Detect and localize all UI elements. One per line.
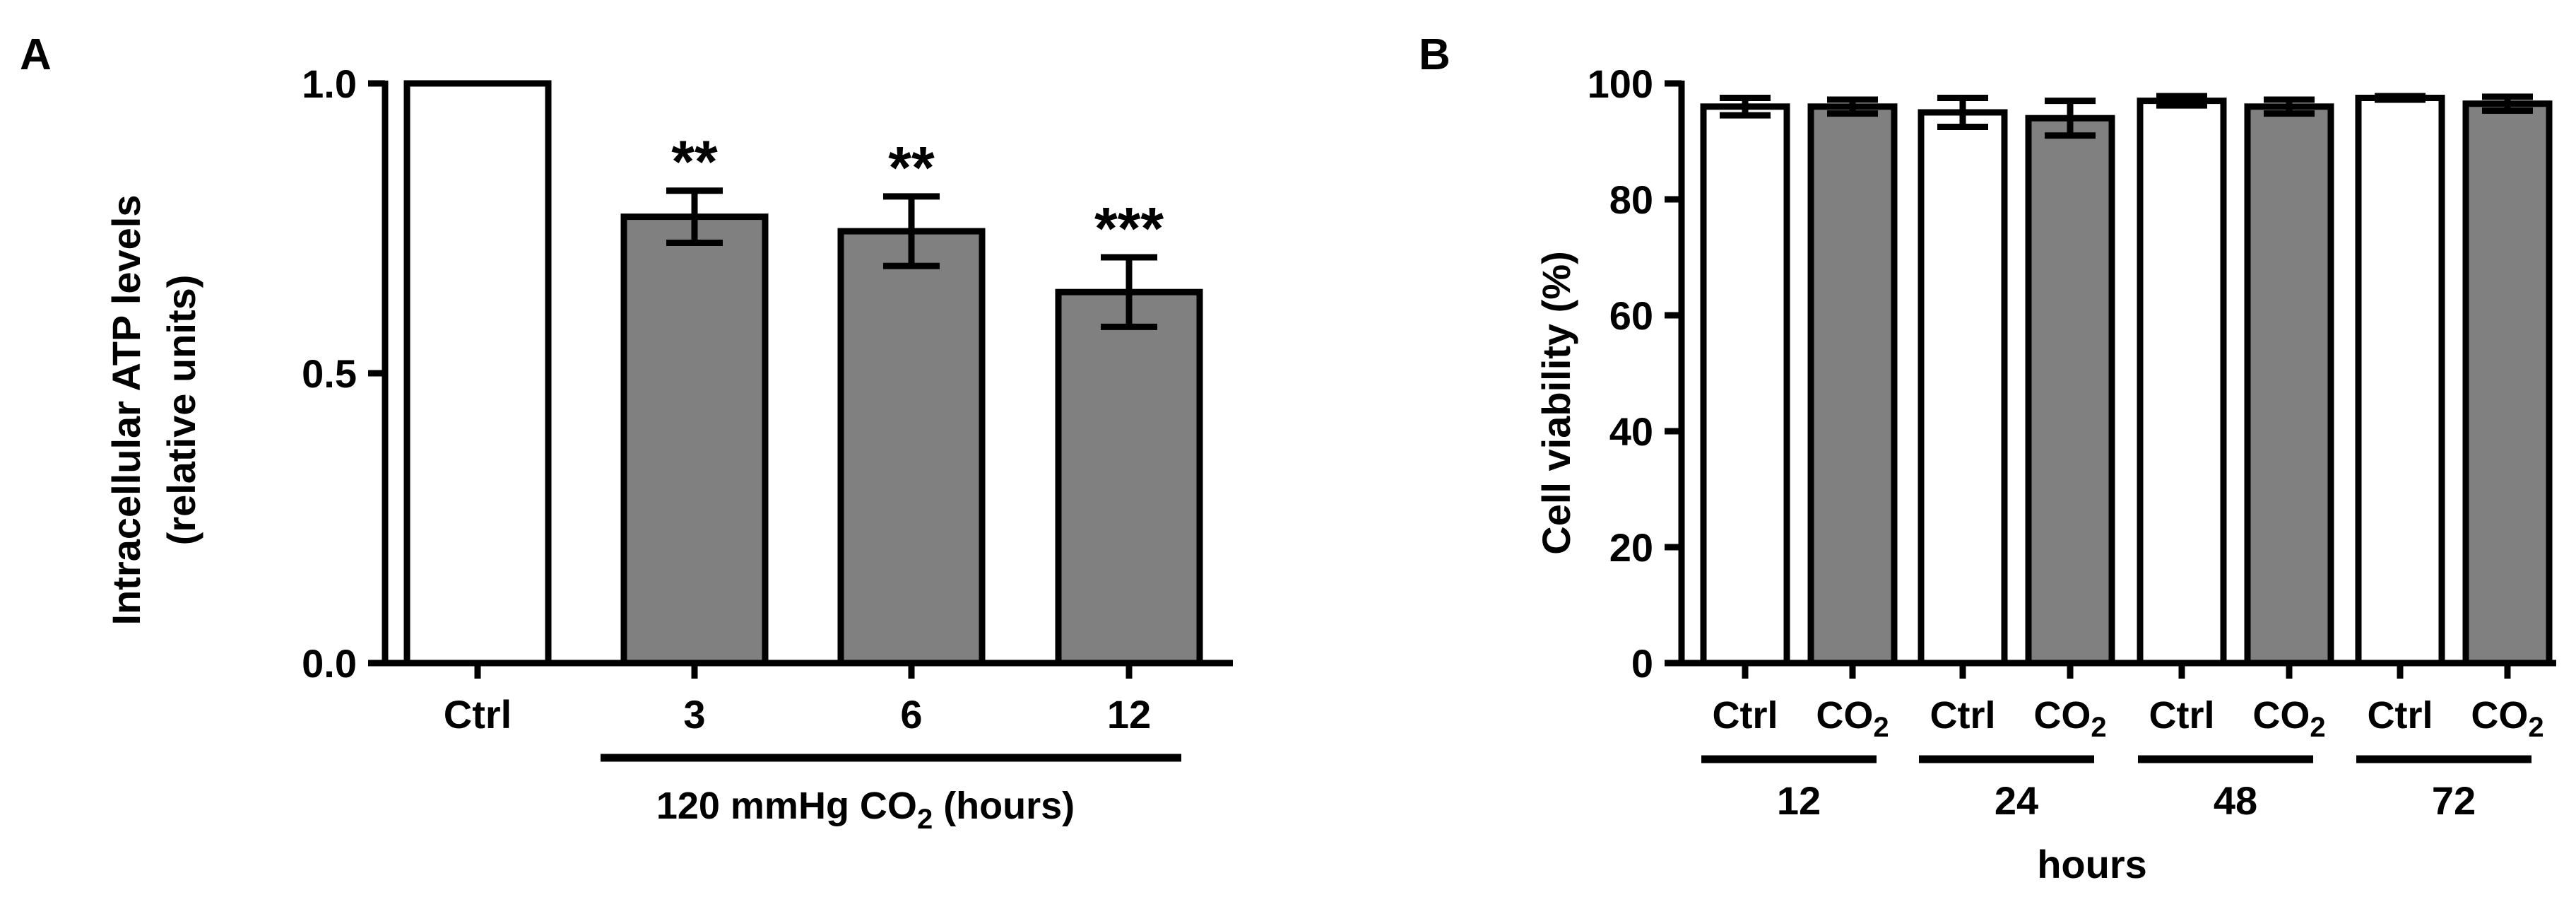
panel-a-error-bar xyxy=(1101,254,1157,330)
panel-b-xlabel: hours xyxy=(2037,842,2147,886)
panel-b-group-label: 24 xyxy=(1995,778,2038,823)
panel-b-group-labels: 12 24 48 72 xyxy=(1701,755,2531,823)
panel-b-ytick-label: 100 xyxy=(1588,62,1653,106)
panel-a-plot-area: ** ***** xyxy=(368,80,1233,679)
panel-b-ctrl-label: Ctrl xyxy=(2149,694,2215,737)
panel-a-ytick-label: 1.0 xyxy=(302,62,357,106)
panel-b-error-bar xyxy=(1827,96,1878,117)
panel-a-bar xyxy=(1055,288,1203,667)
panel-a-category-label: 3 xyxy=(683,692,705,737)
panel-b-error-bar xyxy=(1720,95,1771,119)
panel-a-x-tick-labels: Ctrl 3 6 12 xyxy=(444,692,1151,737)
panel-a-bar xyxy=(837,228,986,667)
panel-b-ctrl-label: Ctrl xyxy=(2368,694,2433,737)
panel-b-co2-label: CO2 xyxy=(2252,694,2325,743)
panel-b-plot-area xyxy=(1665,80,2556,679)
panel-b-error-bar xyxy=(2045,98,2096,139)
panel-b-ctrl-bar xyxy=(1700,103,1790,667)
panel-b-co2-bar xyxy=(2462,100,2553,667)
panel-b-ctrl-label: Ctrl xyxy=(1930,694,1996,737)
panel-b-ytick-label: 60 xyxy=(1609,293,1653,338)
panel-b-ctrl-bar xyxy=(2355,95,2445,667)
panel-a-error-bar xyxy=(883,193,940,269)
panel-b-co2-bar xyxy=(1807,103,1898,667)
panel-b-x-tick-labels: Ctrl Ctrl Ctrl Ctrl CO2 CO2 CO2 CO2 xyxy=(1713,694,2544,743)
panel-b-error-bar xyxy=(2482,93,2533,115)
panel-b-ytick-label: 40 xyxy=(1609,409,1653,454)
panel-a-ylabel-line1: Intracellular ATP levels xyxy=(104,194,148,625)
panel-a-bar xyxy=(620,213,769,667)
panel-a-ytick-label: 0.0 xyxy=(302,641,357,686)
panel-b-group-label: 12 xyxy=(1777,778,1821,823)
panel-a-ylabel-line2: (relative units) xyxy=(159,275,203,546)
panel-b-ytick-label: 20 xyxy=(1609,525,1653,570)
panel-b-co2-label: CO2 xyxy=(2471,694,2543,743)
panel-a-ytick-label: 0.5 xyxy=(302,351,357,396)
panel-b-error-bar xyxy=(1937,95,1988,130)
panel-a-category-label: Ctrl xyxy=(444,692,512,737)
panel-a-category-label: 6 xyxy=(900,692,922,737)
panel-b-error-bar xyxy=(2375,93,2426,103)
panel-a-bar xyxy=(403,80,552,667)
panel-b-co2-label: CO2 xyxy=(1816,694,1889,743)
panel-a-group-label: 120 mmHg CO2 (hours) xyxy=(656,785,1075,835)
panel-b-group-label: 48 xyxy=(2214,778,2257,823)
panel-b-co2-label: CO2 xyxy=(2033,694,2106,743)
panel-b-ctrl-bar xyxy=(2137,98,2227,667)
panel-a-error-bar xyxy=(666,187,723,246)
panel-b-label: B xyxy=(1419,30,1451,79)
panel-b-co2-bar xyxy=(2025,115,2115,667)
panel-b-error-bar xyxy=(2264,96,2315,117)
panel-a-significance-label: *** xyxy=(1094,195,1164,262)
panel-a-ytick-labels: 0.0 0.5 1.0 xyxy=(302,62,357,686)
panel-a: A Intracellular ATP levels (relative uni… xyxy=(20,30,1233,835)
panel-b-group-label: 72 xyxy=(2432,778,2476,823)
panel-b-error-bar xyxy=(2156,93,2207,109)
panel-a-significance-label: ** xyxy=(888,134,935,201)
panel-b-ytick-labels: 0 20 40 60 80 100 xyxy=(1588,62,1653,686)
panel-a-category-label: 12 xyxy=(1107,692,1151,737)
panel-a-significance-label: ** xyxy=(671,129,718,195)
panel-a-label: A xyxy=(20,30,52,79)
panel-b-co2-bar xyxy=(2244,103,2334,667)
panel-b-ytick-label: 0 xyxy=(1631,641,1653,686)
panel-b-ylabel: Cell viability (%) xyxy=(1534,251,1578,554)
panel-b-ctrl-label: Ctrl xyxy=(1713,694,1778,737)
panel-b-ytick-label: 80 xyxy=(1609,177,1653,222)
panel-b-ctrl-bar xyxy=(1918,109,2008,667)
